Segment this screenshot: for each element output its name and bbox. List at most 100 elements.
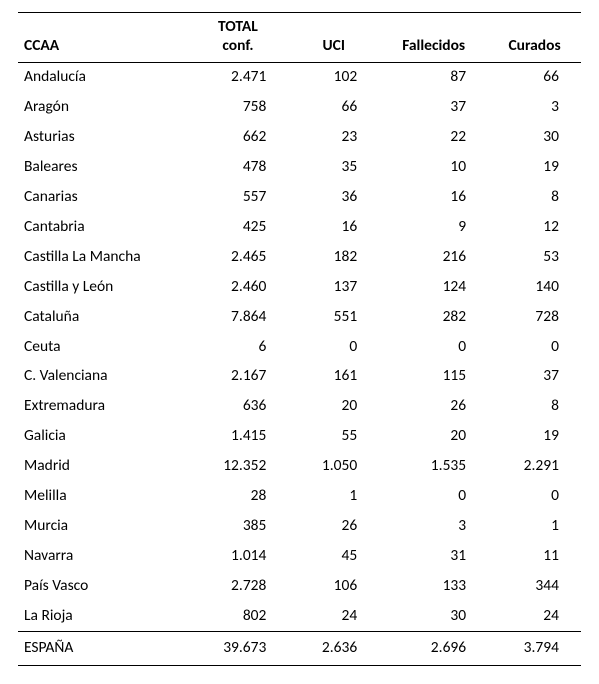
table-header: CCAA TOTAL conf. UCI Fallecidos Curados	[18, 13, 581, 63]
cell-total_conf: 12.352	[188, 452, 289, 482]
cell-total_conf: 662	[188, 123, 289, 153]
cell-uci: 26	[288, 512, 379, 542]
table-row: Andalucía2.4711028766	[18, 62, 581, 92]
cell-ccaa: Extremadura	[18, 392, 188, 422]
cell-ccaa: Asturias	[18, 123, 188, 153]
total-cell-fallecidos: 2.696	[379, 632, 488, 666]
cell-fallecidos: 0	[379, 482, 488, 512]
cell-fallecidos: 31	[379, 542, 488, 572]
cell-curados: 140	[488, 272, 581, 302]
cell-fallecidos: 37	[379, 93, 488, 123]
cell-uci: 137	[288, 272, 379, 302]
table-container: CCAA TOTAL conf. UCI Fallecidos Curados	[0, 0, 599, 684]
table-row: Extremadura63620268	[18, 392, 581, 422]
cell-curados: 728	[488, 302, 581, 332]
cell-uci: 66	[288, 93, 379, 123]
cell-curados: 19	[488, 153, 581, 183]
cell-fallecidos: 26	[379, 392, 488, 422]
cell-total_conf: 385	[188, 512, 289, 542]
cell-uci: 16	[288, 212, 379, 242]
table-row: Madrid12.3521.0501.5352.291	[18, 452, 581, 482]
cell-total_conf: 758	[188, 93, 289, 123]
cell-ccaa: País Vasco	[18, 571, 188, 601]
table-row: Cataluña7.864551282728	[18, 302, 581, 332]
cell-fallecidos: 10	[379, 153, 488, 183]
cell-fallecidos: 133	[379, 571, 488, 601]
cell-curados: 344	[488, 571, 581, 601]
total-cell-curados: 3.794	[488, 632, 581, 666]
cell-total_conf: 2.167	[188, 362, 289, 392]
table-bottom-double-rule-cell	[18, 666, 581, 667]
cell-uci: 182	[288, 242, 379, 272]
cell-fallecidos: 216	[379, 242, 488, 272]
cell-total_conf: 2.460	[188, 272, 289, 302]
header-row: CCAA TOTAL conf. UCI Fallecidos Curados	[18, 13, 581, 62]
cell-curados: 66	[488, 62, 581, 92]
cell-fallecidos: 124	[379, 272, 488, 302]
table-row: Murcia3852631	[18, 512, 581, 542]
cell-ccaa: Madrid	[18, 452, 188, 482]
cell-uci: 102	[288, 62, 379, 92]
col-header-fallecidos-line2: Fallecidos	[402, 36, 465, 55]
cell-total_conf: 6	[188, 332, 289, 362]
table-row: Baleares478351019	[18, 153, 581, 183]
cell-ccaa: Cataluña	[18, 302, 188, 332]
cell-curados: 24	[488, 601, 581, 631]
cell-uci: 551	[288, 302, 379, 332]
cell-curados: 0	[488, 332, 581, 362]
table-row: Castilla La Mancha2.46518221653	[18, 242, 581, 272]
cell-total_conf: 2.728	[188, 571, 289, 601]
cell-fallecidos: 1.535	[379, 452, 488, 482]
table-total-row: ESPAÑA39.6732.6362.6963.794	[18, 632, 581, 666]
col-header-ccaa: CCAA	[18, 13, 188, 62]
cell-fallecidos: 22	[379, 123, 488, 153]
table-row: Asturias662232230	[18, 123, 581, 153]
table-row: Galicia1.415552019	[18, 422, 581, 452]
table-row: Castilla y León2.460137124140	[18, 272, 581, 302]
cell-curados: 19	[488, 422, 581, 452]
cell-uci: 23	[288, 123, 379, 153]
cell-total_conf: 2.471	[188, 62, 289, 92]
total-cell-ccaa: ESPAÑA	[18, 632, 188, 666]
col-header-curados: Curados	[488, 13, 581, 62]
cell-fallecidos: 115	[379, 362, 488, 392]
ccaa-data-table: CCAA TOTAL conf. UCI Fallecidos Curados	[18, 12, 581, 666]
cell-uci: 24	[288, 601, 379, 631]
cell-curados: 8	[488, 392, 581, 422]
cell-curados: 53	[488, 242, 581, 272]
cell-fallecidos: 282	[379, 302, 488, 332]
cell-uci: 1.050	[288, 452, 379, 482]
cell-ccaa: Aragón	[18, 93, 188, 123]
cell-fallecidos: 16	[379, 182, 488, 212]
cell-curados: 3	[488, 93, 581, 123]
cell-total_conf: 1.415	[188, 422, 289, 452]
cell-ccaa: Castilla y León	[18, 272, 188, 302]
cell-fallecidos: 30	[379, 601, 488, 631]
col-header-uci: UCI	[288, 13, 379, 62]
cell-uci: 0	[288, 332, 379, 362]
cell-curados: 0	[488, 482, 581, 512]
cell-uci: 20	[288, 392, 379, 422]
cell-total_conf: 478	[188, 153, 289, 183]
table-bottom-double-rule	[18, 666, 581, 667]
cell-total_conf: 7.864	[188, 302, 289, 332]
cell-ccaa: Canarias	[18, 182, 188, 212]
cell-ccaa: C. Valenciana	[18, 362, 188, 392]
cell-uci: 1	[288, 482, 379, 512]
cell-fallecidos: 3	[379, 512, 488, 542]
table-row: Melilla28100	[18, 482, 581, 512]
col-header-curados-line2: Curados	[508, 36, 560, 55]
cell-uci: 36	[288, 182, 379, 212]
cell-ccaa: Murcia	[18, 512, 188, 542]
cell-total_conf: 425	[188, 212, 289, 242]
cell-total_conf: 1.014	[188, 542, 289, 572]
cell-uci: 106	[288, 571, 379, 601]
cell-curados: 12	[488, 212, 581, 242]
cell-ccaa: Melilla	[18, 482, 188, 512]
cell-curados: 11	[488, 542, 581, 572]
cell-fallecidos: 87	[379, 62, 488, 92]
cell-ccaa: Galicia	[18, 422, 188, 452]
cell-curados: 37	[488, 362, 581, 392]
cell-curados: 30	[488, 123, 581, 153]
cell-total_conf: 802	[188, 601, 289, 631]
